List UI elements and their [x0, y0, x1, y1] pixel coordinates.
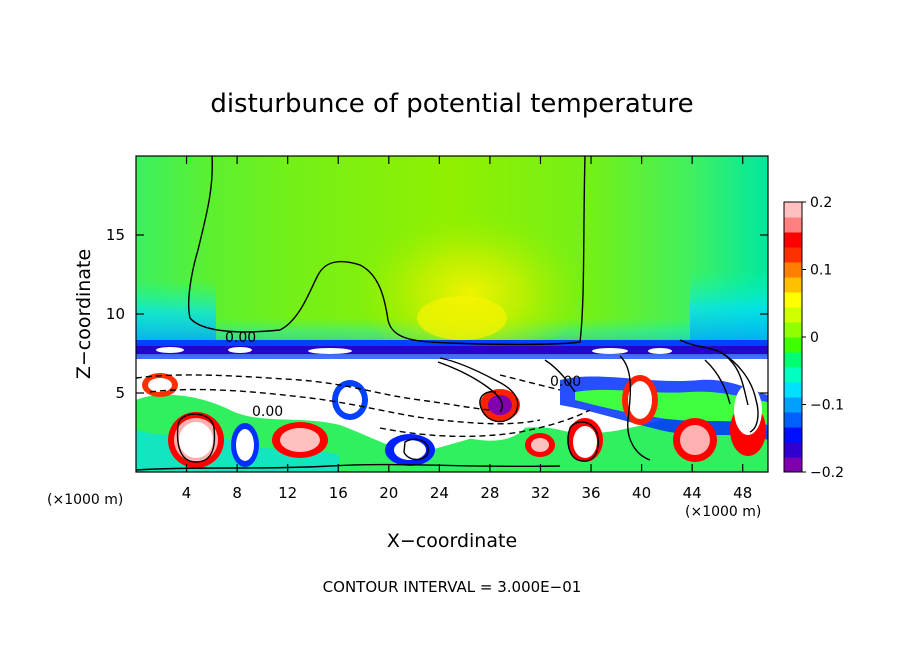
- x-tick-label: 16: [329, 484, 348, 502]
- vortex-contour: [704, 359, 731, 405]
- white-cell: [628, 381, 652, 419]
- cell-contour: [136, 463, 561, 471]
- colorbar-swatch: [784, 247, 802, 263]
- white-cell: [338, 386, 362, 414]
- inversion-white-patch: [592, 348, 628, 354]
- vortex-contour: [544, 359, 576, 393]
- colorbar-tick-label: 0: [810, 330, 819, 346]
- inversion-white-patch: [648, 348, 672, 354]
- white-cell: [573, 426, 597, 458]
- negative-contour: [136, 374, 491, 411]
- y-tick-label: 15: [106, 226, 125, 244]
- x-tick-label: 28: [480, 484, 499, 502]
- vortex-contour: [719, 351, 759, 433]
- colorbar-swatch: [784, 337, 802, 353]
- colorbar-swatch: [784, 262, 802, 278]
- white-cell: [394, 440, 426, 460]
- inversion-lower-edge: [136, 354, 768, 359]
- vortex-contour: [437, 361, 504, 413]
- x-unit-right: (×1000 m): [685, 504, 761, 520]
- colorbar-tick-label: 0.1: [810, 263, 832, 279]
- contour-label: 0.00: [252, 404, 283, 420]
- x-tick-label: 24: [430, 484, 449, 502]
- colorbar-swatch: [784, 292, 802, 308]
- x-axis-ticks: 4 8 12 16 20 24 28 32 36 40 44 48: [182, 156, 752, 502]
- cell-contour: [176, 413, 216, 463]
- zero-contour: [188, 156, 586, 346]
- white-cell: [179, 422, 213, 458]
- x-tick-label: 8: [232, 484, 242, 502]
- contour-label: 0.00: [225, 330, 256, 346]
- inversion-white-patch: [156, 347, 184, 353]
- x-axis-label: X−coordinate: [387, 530, 517, 552]
- upper-cyan-fringe-right: [690, 270, 768, 345]
- inversion-white-patch: [228, 347, 252, 353]
- colorbar-swatch: [784, 352, 802, 368]
- plot-area: 0.00 0.00 0.00: [136, 156, 768, 472]
- colorbar-swatch: [784, 442, 802, 458]
- colorbar-swatch: [784, 307, 802, 323]
- colorbar-swatch: [784, 397, 802, 413]
- inversion-band-core: [136, 346, 768, 354]
- colorbar-tick-label: −0.2: [810, 465, 844, 481]
- y-axis-ticks: 5 10 15: [106, 226, 768, 402]
- negative-contour: [499, 374, 561, 391]
- vortex-contour: [619, 355, 651, 461]
- warm-core: [355, 205, 585, 365]
- colorbar-swatch: [784, 412, 802, 428]
- y-tick-label: 5: [115, 384, 125, 402]
- x-tick-label: 32: [531, 484, 550, 502]
- pink-cell: [280, 428, 320, 452]
- vortex-contour: [439, 357, 519, 423]
- x-tick-label: 40: [632, 484, 651, 502]
- colorbar-swatch: [784, 202, 802, 218]
- inversion-white-patch: [308, 348, 352, 354]
- colorbar: [783, 201, 803, 473]
- colorbar-swatch: [784, 322, 802, 338]
- colorbar-ticks: 0.2 0.1 0 −0.1 −0.2: [802, 195, 844, 481]
- x-tick-label: 36: [581, 484, 600, 502]
- x-tick-label: 20: [379, 484, 398, 502]
- pink-cell: [531, 438, 549, 452]
- colorbar-swatch: [784, 217, 802, 233]
- x-unit-left: (×1000 m): [47, 492, 123, 508]
- warm-core-inner: [417, 296, 507, 340]
- upper-cyan-fringe-left: [136, 280, 216, 345]
- cell-contour: [403, 438, 429, 461]
- x-tick-label: 4: [182, 484, 192, 502]
- colorbar-swatch: [784, 382, 802, 398]
- white-cell: [236, 429, 254, 461]
- contour-interval-note: CONTOUR INTERVAL = 3.000E−01: [323, 578, 582, 596]
- pink-cell: [680, 425, 710, 455]
- colorbar-tick-label: 0.2: [810, 195, 832, 211]
- colorbar-swatch: [784, 427, 802, 443]
- x-tick-label: 12: [278, 484, 297, 502]
- x-tick-label: 48: [733, 484, 752, 502]
- colorbar-swatch: [784, 457, 802, 473]
- inversion-band: [136, 340, 768, 348]
- contour-lines: [136, 156, 759, 471]
- chart-title: disturbunce of potential temperature: [210, 89, 693, 119]
- colorbar-tick-label: −0.1: [810, 398, 844, 414]
- vortex-contour: [679, 339, 749, 406]
- colorbar-swatch: [784, 232, 802, 248]
- y-tick-label: 10: [106, 305, 125, 323]
- negative-contour: [149, 388, 541, 425]
- white-cell: [148, 378, 172, 392]
- cell-contour: [567, 421, 599, 462]
- colorbar-swatch: [784, 277, 802, 293]
- purple-cell: [488, 395, 512, 415]
- y-axis-label: Z−coordinate: [73, 249, 95, 379]
- x-tick-label: 44: [683, 484, 702, 502]
- negative-contour: [379, 409, 591, 438]
- contour-label: 0.00: [550, 374, 581, 390]
- colorbar-swatch: [784, 367, 802, 383]
